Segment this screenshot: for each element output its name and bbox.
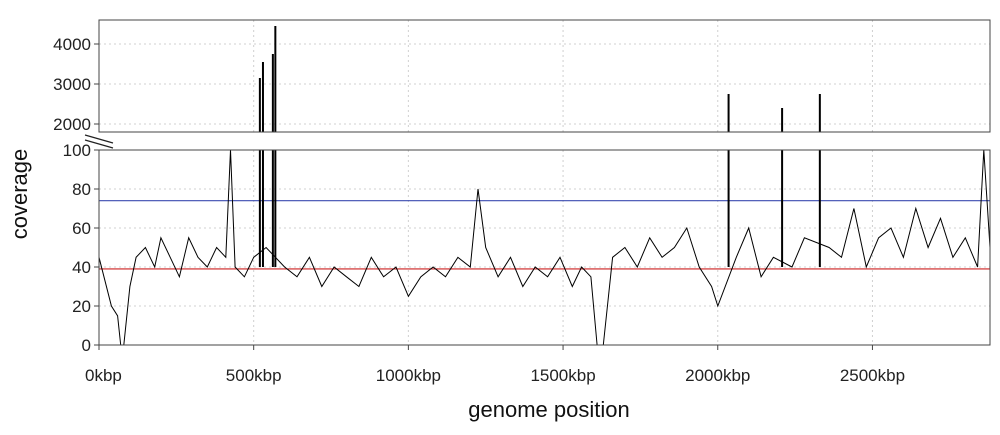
upper-panel-bg [99, 20, 990, 132]
reference-lines [99, 200, 990, 270]
coverage-line [99, 149, 990, 346]
break-slash [84, 134, 114, 144]
grid-layer [98, 20, 990, 346]
x-axis-title: genome position [468, 397, 629, 422]
x-tick-label: 2000kbp [685, 366, 750, 385]
y-tick-label: 100 [63, 141, 91, 160]
x-tick-label: 2500kbp [840, 366, 905, 385]
y-tick-label: 80 [72, 180, 91, 199]
plot-frame [98, 19, 991, 346]
x-tick-labels: 0kbp 500kbp 1000kbp 1500kbp 2000kbp 2500kbp [85, 345, 905, 385]
y-tick-label: 4000 [53, 35, 91, 54]
y-axis-title: coverage [7, 149, 32, 240]
y-tick-label: 40 [72, 258, 91, 277]
lower-panel-bg [99, 150, 990, 345]
y-tick-label: 0 [82, 336, 91, 355]
y-tick-labels: 0 20 40 60 80 100 2000 3000 4000 [53, 35, 99, 355]
x-tick-label: 0kbp [85, 366, 122, 385]
y-tick-label: 20 [72, 297, 91, 316]
upper-panel-frame [98, 19, 991, 133]
x-tick-label: 500kbp [226, 366, 282, 385]
break-slash [84, 139, 114, 149]
axis-break-mark [84, 133, 114, 149]
coverage-series [99, 26, 990, 346]
y-tick-label: 60 [72, 219, 91, 238]
lower-panel-frame [98, 149, 991, 346]
x-tick-label: 1000kbp [376, 366, 441, 385]
y-tick-label: 3000 [53, 75, 91, 94]
y-tick-label: 2000 [53, 115, 91, 134]
x-tick-label: 1500kbp [530, 366, 595, 385]
